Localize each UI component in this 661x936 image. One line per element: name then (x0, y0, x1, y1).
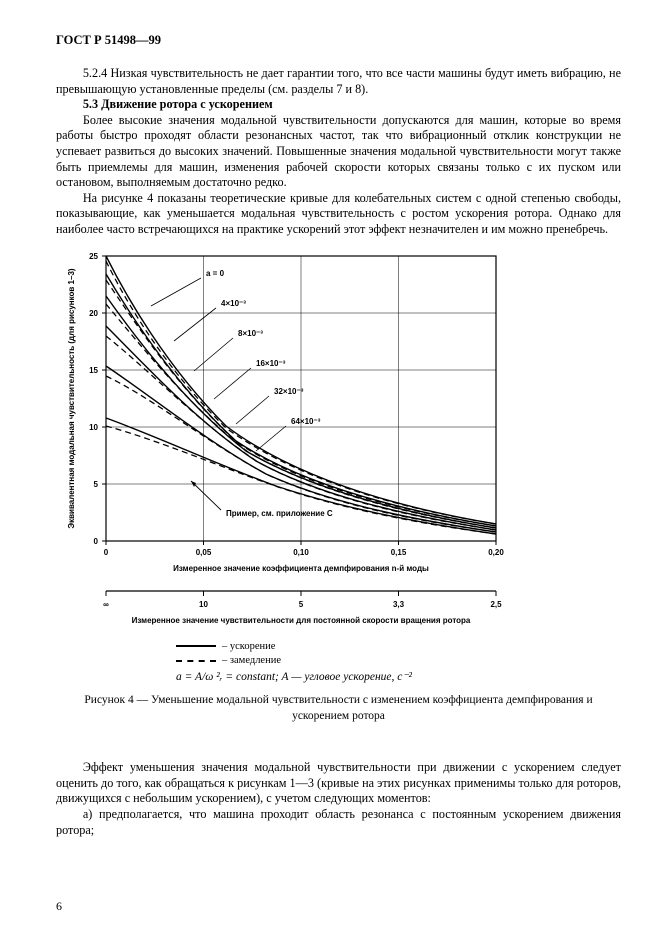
legend-dash-label: – замедление (222, 655, 281, 666)
figure-4-chart: 0 0,05 0,10 0,15 0,20 0 5 10 15 20 25 a = 0 4×10⁻³ 8×… (56, 246, 576, 636)
svg-text:15: 15 (89, 366, 98, 375)
svg-text:Эквивалентная модальная чувств: Эквивалентная модальная чувствительность… (67, 268, 76, 528)
svg-text:16×10⁻³: 16×10⁻³ (256, 359, 286, 368)
svg-text:0,05: 0,05 (196, 548, 212, 557)
svg-text:0,15: 0,15 (391, 548, 407, 557)
para-5-3-2: На рисунке 4 показаны теоретические крив… (56, 191, 621, 238)
svg-text:8×10⁻³: 8×10⁻³ (238, 329, 263, 338)
svg-text:∞: ∞ (103, 600, 109, 609)
svg-text:2,5: 2,5 (490, 600, 502, 609)
svg-text:32×10⁻³: 32×10⁻³ (274, 387, 304, 396)
svg-text:3,3: 3,3 (393, 600, 405, 609)
svg-text:10: 10 (199, 600, 208, 609)
page-number: 6 (56, 899, 62, 914)
svg-text:Пример, см. приложение C: Пример, см. приложение C (226, 509, 333, 518)
para-5-3-1: Более высокие значения модальной чувстви… (56, 113, 621, 191)
svg-text:10: 10 (89, 423, 98, 432)
svg-text:0: 0 (104, 548, 109, 557)
svg-text:4×10⁻³: 4×10⁻³ (221, 299, 246, 308)
svg-text:Измеренное значение чувствител: Измеренное значение чувствительности для… (132, 616, 471, 625)
svg-text:20: 20 (89, 309, 98, 318)
para-after-1: Эффект уменьшения значения модальной чув… (56, 760, 621, 807)
svg-text:a = 0: a = 0 (206, 269, 225, 278)
svg-text:5: 5 (299, 600, 304, 609)
doc-header: ГОСТ Р 51498—99 (56, 32, 621, 48)
figure-4: 0 0,05 0,10 0,15 0,20 0 5 10 15 20 25 a = 0 4×10⁻³ 8×… (56, 246, 621, 725)
section-5-3-title: 5.3 Движение ротора с ускорением (83, 97, 273, 111)
legend-swatch-dash (176, 660, 216, 662)
svg-text:0: 0 (94, 537, 99, 546)
legend-formula: a = A/ω ²ᵣ = constant; A — угловое ускор… (176, 671, 412, 683)
svg-text:5: 5 (94, 480, 99, 489)
figure-4-caption: Рисунок 4 — Уменьшение модальной чувстви… (56, 693, 621, 724)
svg-text:64×10⁻³: 64×10⁻³ (291, 417, 321, 426)
section-5-3-heading: 5.3 Движение ротора с ускорением (56, 97, 621, 113)
legend-solid-label: – ускорение (222, 641, 275, 652)
svg-text:Измеренное значение коэффициен: Измеренное значение коэффициента демпфир… (173, 564, 429, 573)
legend-swatch-solid (176, 645, 216, 647)
svg-text:0,10: 0,10 (293, 548, 309, 557)
svg-text:25: 25 (89, 252, 98, 261)
para-after-a: a) предполагается, что машина проходит о… (56, 807, 621, 838)
svg-text:0,20: 0,20 (488, 548, 504, 557)
figure-4-legend: – ускорение – замедление a = A/ω ²ᵣ = co… (176, 640, 621, 685)
para-5-2-4: 5.2.4 Низкая чувствительность не дает га… (56, 66, 621, 97)
